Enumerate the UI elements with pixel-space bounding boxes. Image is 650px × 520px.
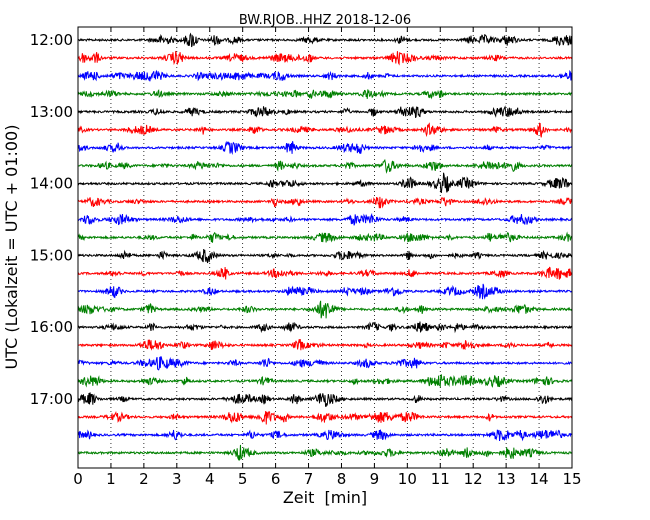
trace-1430 bbox=[77, 212, 573, 226]
trace-1445 bbox=[77, 231, 573, 243]
trace-1415 bbox=[77, 196, 573, 209]
x-tick-label: 13 bbox=[497, 470, 516, 488]
x-tick-label: 12 bbox=[464, 470, 483, 488]
x-tick-label: 15 bbox=[562, 470, 581, 488]
y-tick-label: 12:00 bbox=[30, 31, 73, 49]
trace-1715 bbox=[77, 411, 573, 425]
trace-1330 bbox=[77, 140, 573, 155]
x-tick-label: 3 bbox=[172, 470, 182, 488]
plot-frame bbox=[77, 26, 573, 469]
trace-1315 bbox=[77, 122, 573, 138]
trace-1230 bbox=[77, 69, 573, 82]
x-tick-label: 11 bbox=[431, 470, 450, 488]
trace-1300 bbox=[77, 105, 573, 118]
y-axis: 12:00 13:00 14:00 15:00 16:00 17:00 bbox=[30, 31, 572, 408]
y-tick-label: 16:00 bbox=[30, 318, 73, 336]
x-tick-label: 7 bbox=[304, 470, 314, 488]
trace-1215 bbox=[77, 50, 573, 66]
trace-1245 bbox=[77, 89, 573, 100]
y-tick-label: 15:00 bbox=[30, 246, 73, 264]
traces bbox=[77, 32, 573, 461]
grid bbox=[110, 27, 540, 468]
trace-1730 bbox=[77, 429, 573, 442]
trace-1700 bbox=[77, 392, 573, 407]
x-tick-label: 9 bbox=[370, 470, 380, 488]
y-tick-label: 14:00 bbox=[30, 175, 73, 193]
x-tick-label: 2 bbox=[139, 470, 149, 488]
x-tick-label: 4 bbox=[205, 470, 215, 488]
x-tick-label: 10 bbox=[398, 470, 417, 488]
trace-1530 bbox=[77, 283, 573, 300]
y-tick-label: 17:00 bbox=[30, 390, 73, 408]
trace-1630 bbox=[77, 356, 573, 371]
x-axis: 0 1 2 3 4 5 6 7 8 9 10 11 12 13 14 15 bbox=[73, 27, 582, 488]
x-tick-label: 14 bbox=[530, 470, 549, 488]
trace-1400 bbox=[77, 172, 573, 194]
x-tick-label: 6 bbox=[271, 470, 281, 488]
trace-1200 bbox=[77, 32, 573, 48]
chart-title: BW.RJOB..HHZ 2018-12-06 bbox=[239, 13, 411, 28]
x-tick-label: 0 bbox=[73, 470, 83, 488]
trace-1600 bbox=[77, 321, 573, 334]
y-tick-label: 13:00 bbox=[30, 103, 73, 121]
x-tick-label: 8 bbox=[337, 470, 347, 488]
trace-1745 bbox=[77, 444, 573, 461]
y-axis-label: UTC (Lokalzeit = UTC + 01:00) bbox=[2, 125, 21, 370]
trace-1545 bbox=[77, 300, 573, 319]
x-tick-label: 1 bbox=[106, 470, 116, 488]
x-tick-label: 5 bbox=[238, 470, 248, 488]
trace-1345 bbox=[77, 158, 573, 174]
trace-1645 bbox=[77, 374, 573, 389]
trace-1500 bbox=[77, 248, 573, 264]
trace-1615 bbox=[77, 339, 573, 351]
x-axis-label: Zeit [min] bbox=[283, 488, 367, 507]
trace-1515 bbox=[77, 266, 573, 280]
